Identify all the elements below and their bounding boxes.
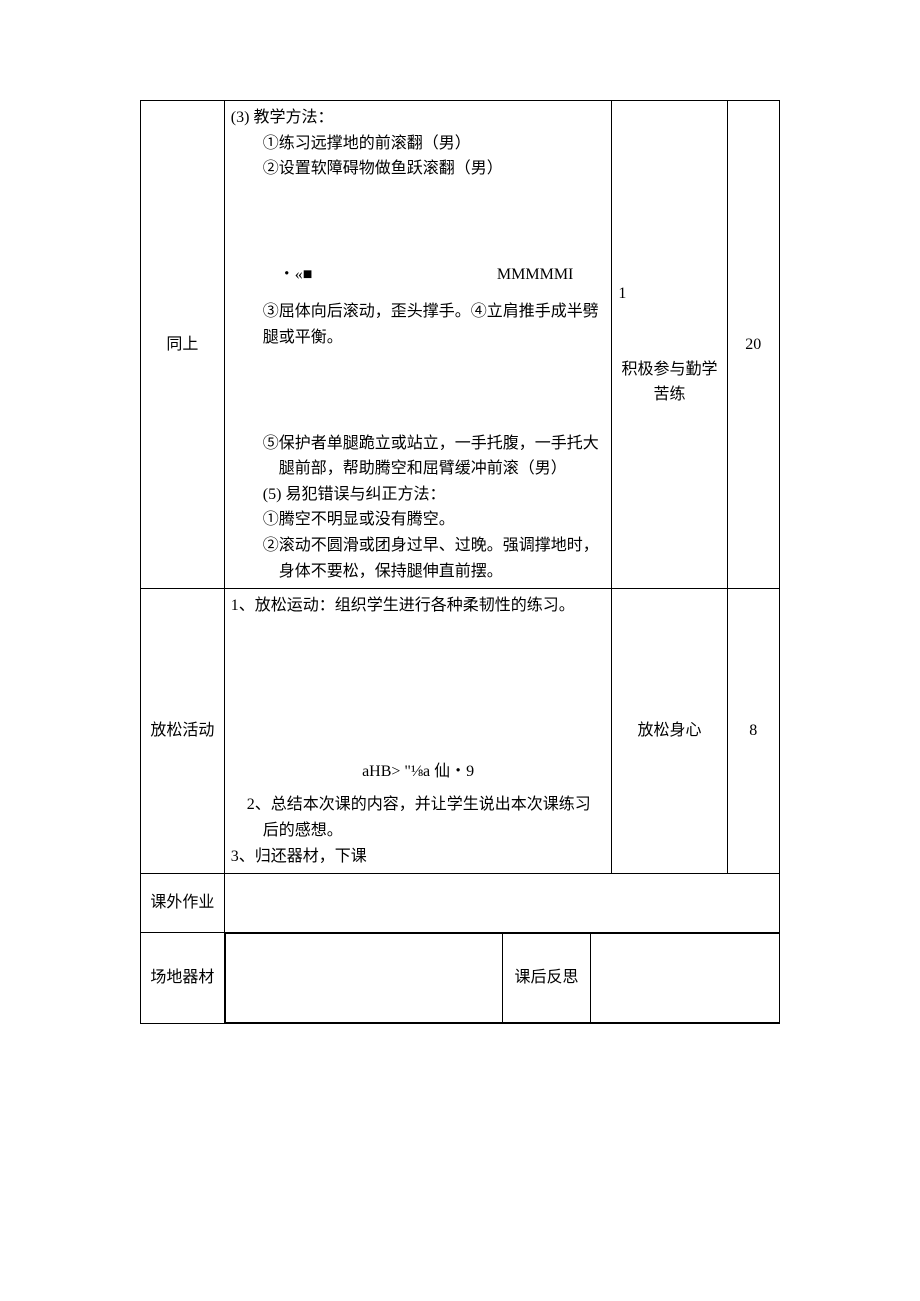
- text: ②设置软障碍物做鱼跃滚翻（男）: [231, 156, 606, 182]
- venue-reflect-split: 课后反思: [225, 933, 779, 1023]
- text: ②滚动不圆滑或团身过早、过晚。强调撑地时，身体不要松，保持腿伸直前摆。: [231, 533, 606, 584]
- section-duration: 8: [727, 589, 779, 874]
- decorative-symbols: ・«■ MMMMMI: [231, 262, 606, 288]
- text: ①练习远撑地的前滚翻（男）: [231, 131, 606, 157]
- table-row: 放松活动 1、放松运动：组织学生进行各种柔韧性的练习。 aHB> "⅛a 仙・9…: [141, 589, 780, 874]
- table-row: 课外作业: [141, 874, 780, 933]
- section-label: 课外作业: [141, 874, 225, 933]
- note-number: 1: [618, 281, 720, 357]
- text: ⑤保护者单腿跪立或站立，一手托腹，一手托大腿前部，帮助腾空和屈臂缓冲前滚（男）: [231, 431, 606, 482]
- section-label: 同上: [141, 101, 225, 589]
- decorative-symbols: aHB> "⅛a 仙・9: [231, 759, 606, 785]
- reflect-label: 课后反思: [502, 934, 591, 1023]
- text: (3) 教学方法：: [231, 109, 334, 126]
- section-label: 放松活动: [141, 589, 225, 874]
- text: 3、归还器材，下课: [231, 848, 367, 865]
- lesson-plan-table: 同上 (3) 教学方法： ①练习远撑地的前滚翻（男） ②设置软障碍物做鱼跃滚翻（…: [140, 100, 780, 1024]
- section-note: 放松身心: [612, 589, 727, 874]
- text: (5) 易犯错误与纠正方法：: [231, 482, 606, 508]
- note-text: 积极参与勤学苦练: [618, 357, 720, 408]
- section-note: 1 积极参与勤学苦练: [612, 101, 727, 589]
- table-row: 场地器材 课后反思: [141, 933, 780, 1024]
- text: 1、放松运动：组织学生进行各种柔韧性的练习。: [231, 597, 575, 614]
- venue-content: [225, 934, 502, 1023]
- section-label: 场地器材: [141, 933, 225, 1024]
- section-content: (3) 教学方法： ①练习远撑地的前滚翻（男） ②设置软障碍物做鱼跃滚翻（男） …: [224, 101, 612, 589]
- section-duration: 20: [727, 101, 779, 589]
- text: ③屈体向后滚动，歪头撑手。④立肩推手成半劈腿或平衡。: [231, 299, 606, 350]
- text: 2、总结本次课的内容，并让学生说出本次课练习后的感想。: [247, 792, 606, 843]
- homework-content: [224, 874, 779, 933]
- reflect-content: [591, 934, 779, 1023]
- text: ①腾空不明显或没有腾空。: [231, 507, 606, 533]
- section-content: 1、放松运动：组织学生进行各种柔韧性的练习。 aHB> "⅛a 仙・9 2、总结…: [224, 589, 612, 874]
- table-row: 同上 (3) 教学方法： ①练习远撑地的前滚翻（男） ②设置软障碍物做鱼跃滚翻（…: [141, 101, 780, 589]
